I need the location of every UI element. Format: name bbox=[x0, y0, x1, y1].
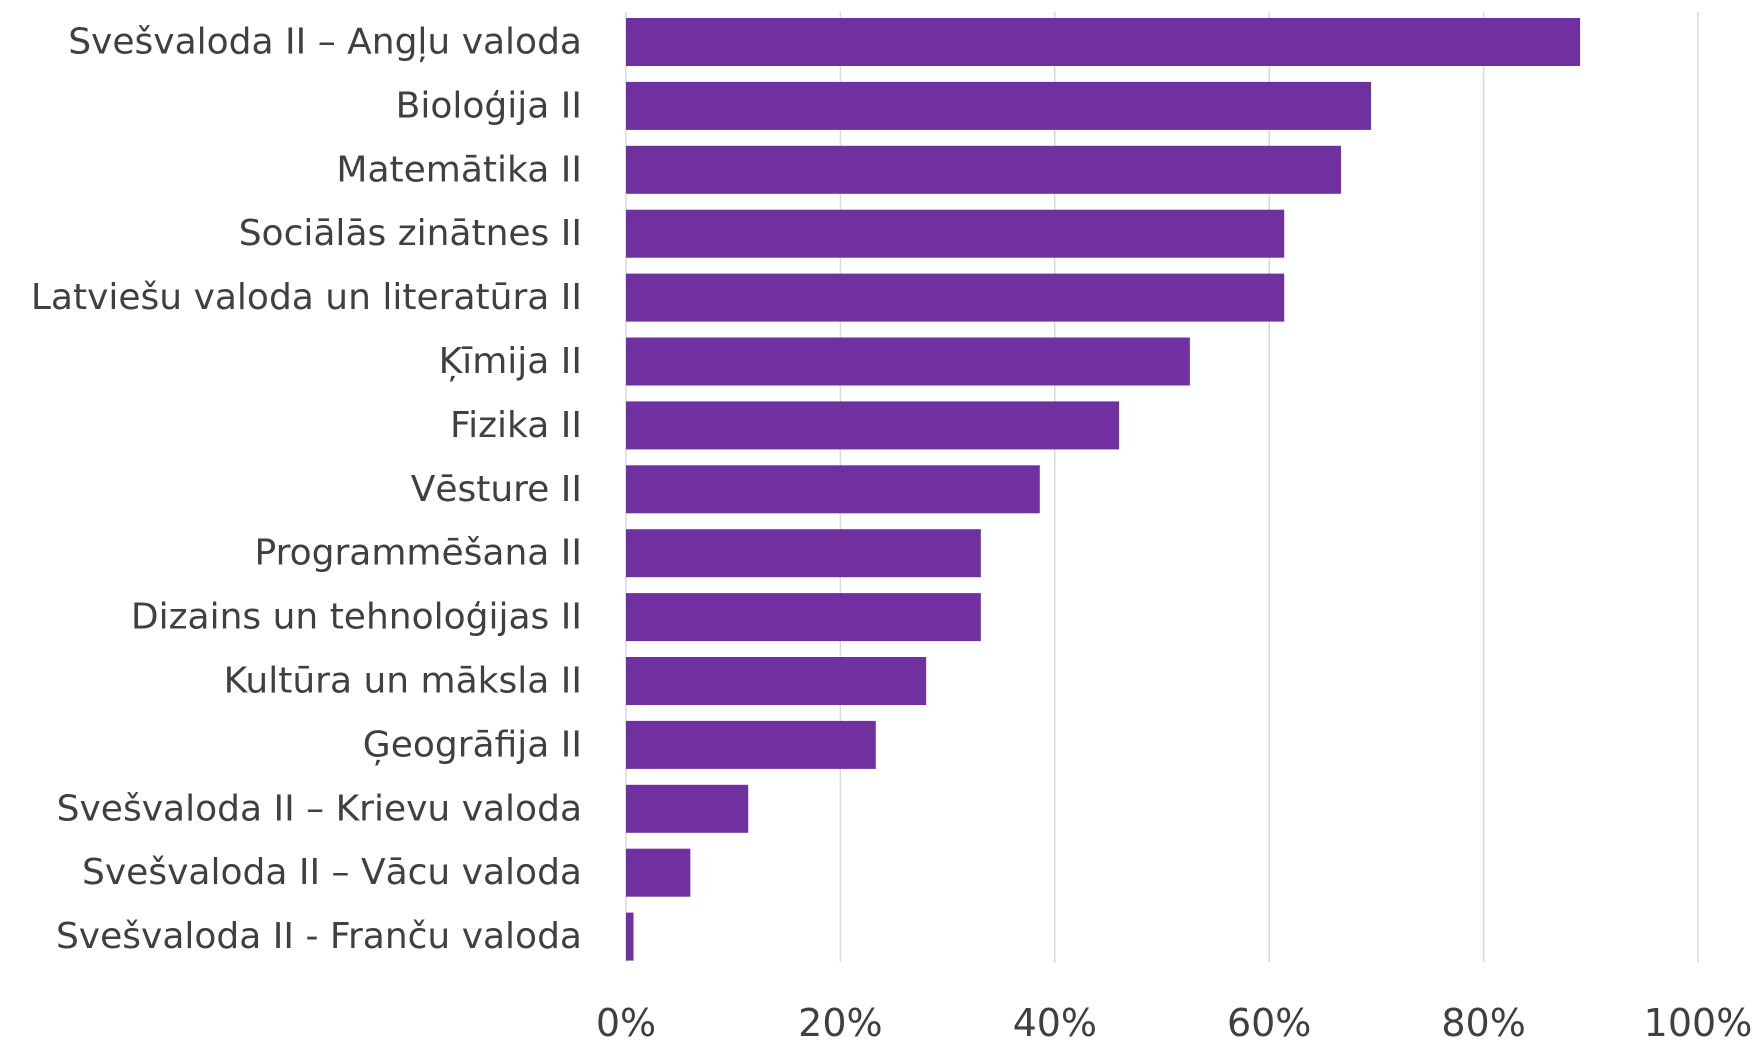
bar bbox=[626, 145, 1342, 194]
bar bbox=[626, 81, 1372, 130]
bar bbox=[626, 657, 927, 705]
category-label: Latviešu valoda un literatūra II bbox=[31, 277, 582, 318]
category-label: Svešvaloda II – Vācu valoda bbox=[82, 852, 582, 893]
bar bbox=[626, 912, 634, 961]
category-label: Ķīmija II bbox=[439, 341, 582, 382]
bar bbox=[626, 593, 981, 642]
bar bbox=[626, 273, 1285, 322]
bar bbox=[626, 529, 981, 578]
category-labels: Svešvaloda II – Angļu valoda Bioloģija II… bbox=[31, 22, 582, 958]
category-label: Vēsture II bbox=[411, 469, 582, 510]
bar bbox=[626, 401, 1120, 450]
bar bbox=[626, 465, 1040, 514]
bar bbox=[626, 18, 1581, 66]
category-label: Svešvaloda II – Angļu valoda bbox=[68, 22, 582, 63]
category-label: Bioloģija II bbox=[396, 85, 582, 126]
category-label: Sociālās zinātnes II bbox=[239, 213, 582, 254]
category-label: Svešvaloda II – Krievu valoda bbox=[57, 788, 582, 829]
category-label: Programmēšana II bbox=[255, 533, 582, 574]
x-tick-label: 60% bbox=[1227, 1001, 1311, 1043]
bar bbox=[626, 337, 1190, 386]
x-axis-tick-labels: 0% 20% 40% 60% 80% 100% bbox=[596, 1001, 1752, 1043]
bar bbox=[626, 784, 749, 833]
x-tick-label: 40% bbox=[1013, 1001, 1097, 1043]
x-tick-label: 20% bbox=[798, 1001, 882, 1043]
bars bbox=[626, 18, 1581, 961]
bar bbox=[626, 209, 1285, 258]
category-label: Ģeogrāfija II bbox=[363, 724, 582, 765]
category-label: Svešvaloda II - Franču valoda bbox=[56, 916, 582, 957]
bar bbox=[626, 720, 876, 769]
category-label: Kultūra un māksla II bbox=[224, 661, 582, 702]
category-label: Matemātika II bbox=[336, 149, 582, 190]
x-tick-label: 80% bbox=[1441, 1001, 1525, 1043]
x-tick-label: 0% bbox=[596, 1001, 656, 1043]
x-tick-label: 100% bbox=[1644, 1001, 1753, 1043]
category-label: Fizika II bbox=[450, 405, 582, 446]
category-label: Dizains un tehnoloģijas II bbox=[131, 597, 582, 638]
bar bbox=[626, 848, 691, 897]
